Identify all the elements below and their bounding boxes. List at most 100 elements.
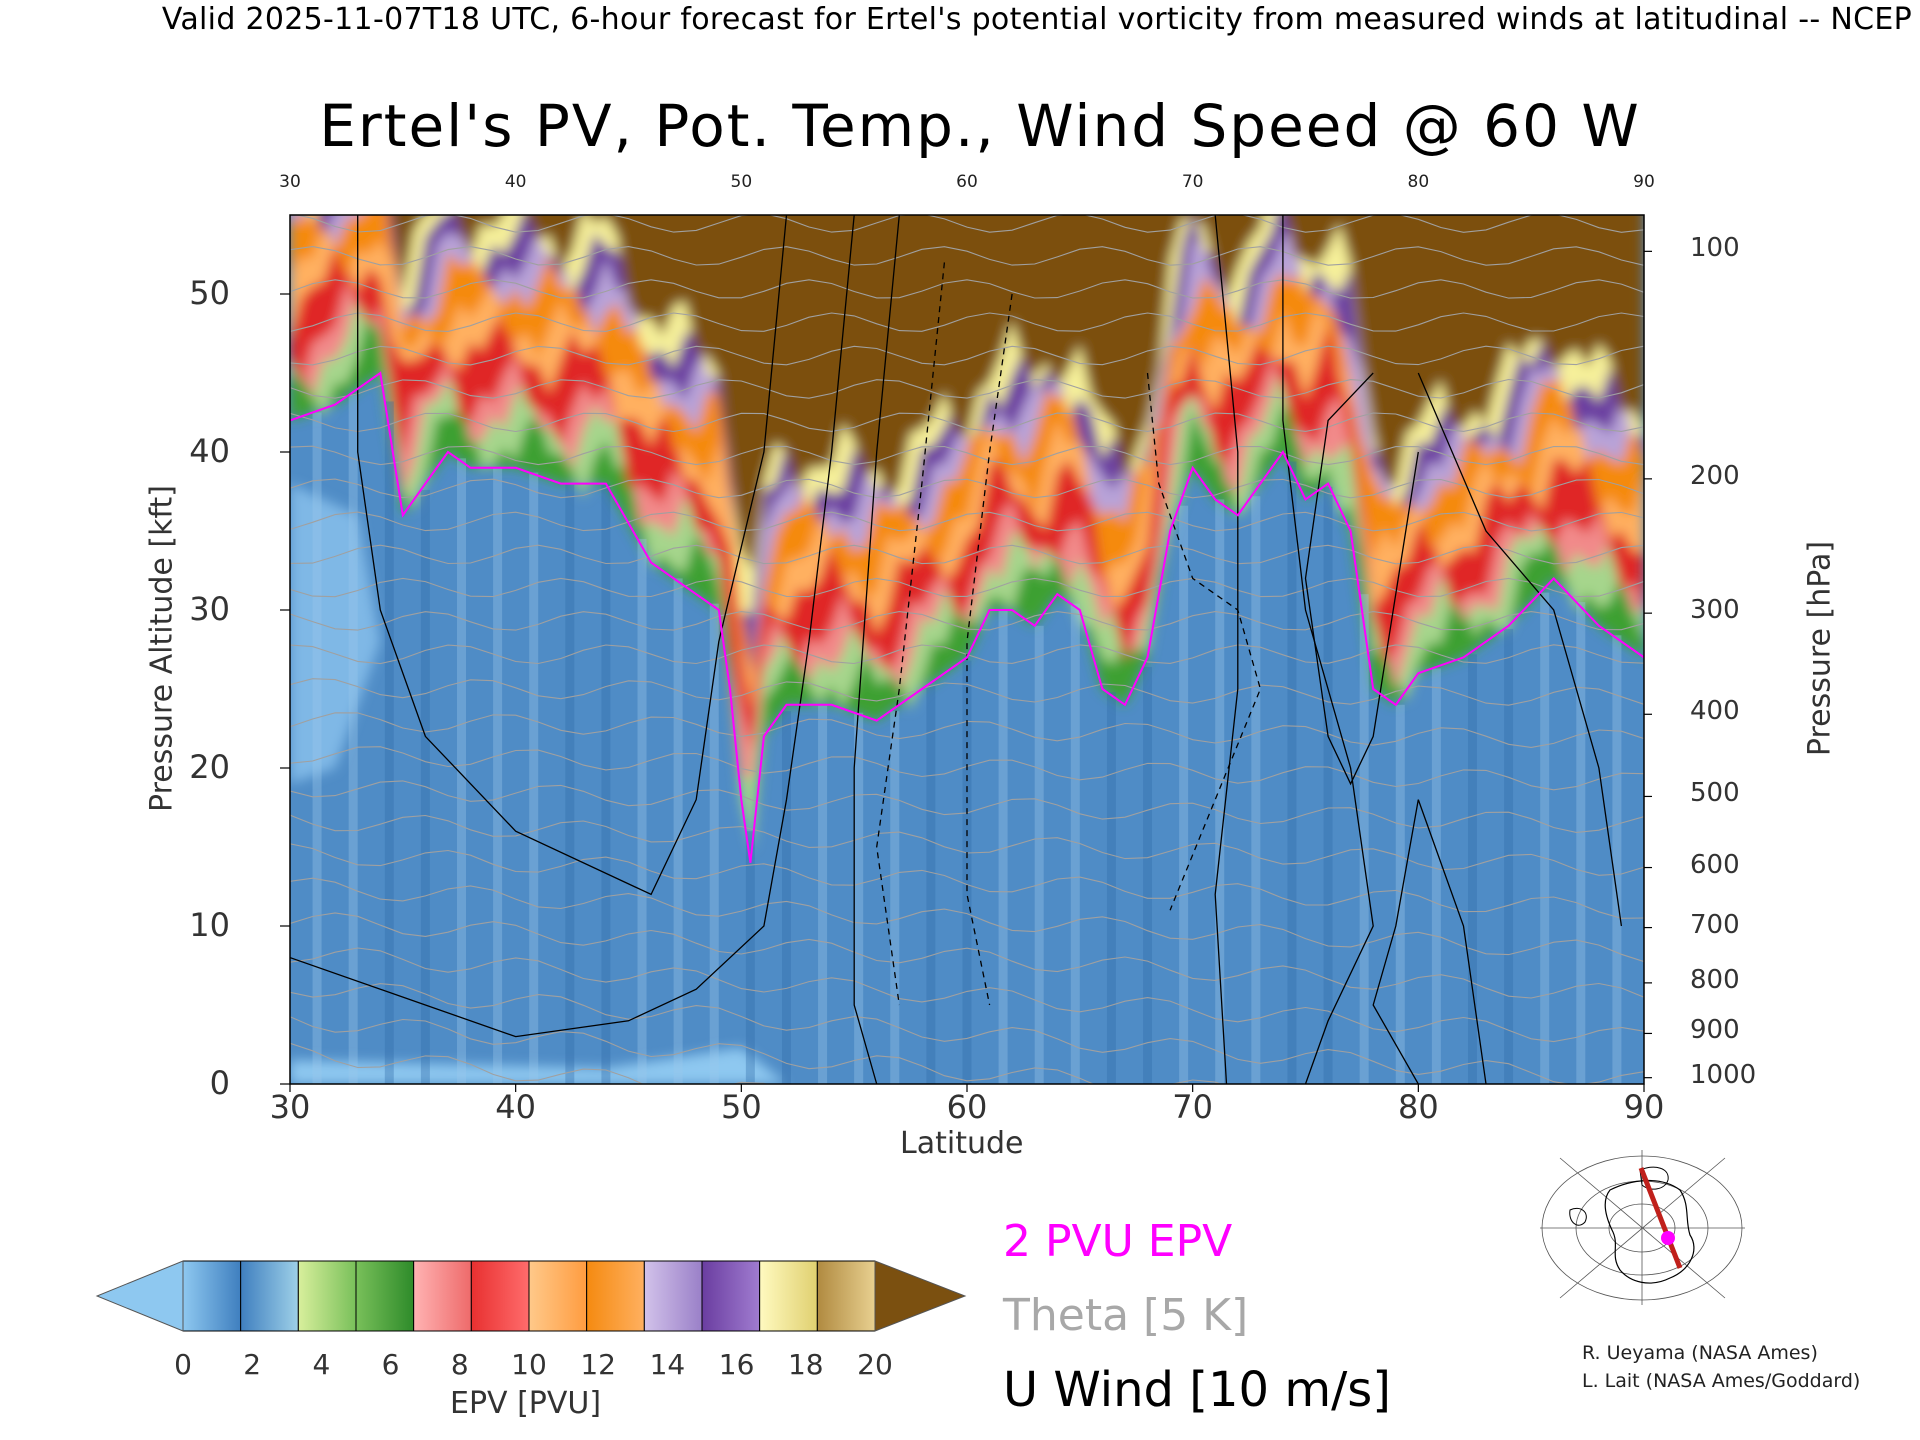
pv-low-patch — [290, 483, 381, 784]
y-tick-label: 50 — [189, 274, 230, 312]
troposphere-stripe — [1251, 496, 1261, 1084]
cross-section-line — [1638, 1167, 1683, 1269]
top-tick-label: 90 — [1633, 172, 1655, 192]
x-tick-label: 80 — [1397, 1088, 1439, 1126]
legend-pvu: 2 PVU EPV — [1003, 1216, 1233, 1267]
pv-low-surface — [290, 1047, 787, 1084]
u-wind-contour — [1304, 372, 1419, 786]
troposphere-stripe — [637, 538, 647, 1084]
troposphere-stripe — [890, 711, 900, 1084]
theta-isentrope — [290, 345, 1644, 366]
y-tick-label: 40 — [189, 432, 230, 470]
x-tick-label: 30 — [269, 1088, 311, 1126]
troposphere-stripe — [601, 483, 611, 1084]
pv-band-6 — [290, 215, 1644, 668]
colorbar-segment — [355, 1260, 415, 1332]
troposphere-stripe — [745, 831, 755, 1084]
troposphere-stripe — [1612, 635, 1622, 1084]
y-tick-label: 0 — [209, 1064, 230, 1102]
troposphere-stripe — [962, 660, 972, 1084]
plot-region — [290, 215, 1644, 1084]
right-tick-label: 400 — [1690, 696, 1740, 727]
u-wind-contour — [853, 215, 900, 1084]
troposphere-stripe — [529, 472, 539, 1084]
troposphere-stripe — [926, 685, 936, 1084]
y-tick-label: 30 — [189, 590, 230, 628]
x-tick-label: 40 — [495, 1088, 537, 1126]
right-tick-label: 300 — [1690, 595, 1740, 626]
theta-isentrope — [290, 544, 1644, 565]
map-coastline — [1569, 1207, 1587, 1226]
troposphere-stripe — [1143, 666, 1153, 1084]
theta-isentrope — [290, 983, 1644, 1084]
theta-isentrope — [290, 445, 1644, 466]
troposphere-stripe — [384, 401, 394, 1084]
colorbar-tick-label: 2 — [243, 1348, 262, 1381]
x-tick-label: 50 — [720, 1088, 762, 1126]
troposphere-stripe — [1467, 654, 1477, 1084]
colorbar-segment — [586, 1260, 645, 1332]
right-tick-label: 900 — [1690, 1015, 1740, 1046]
theta-isentrope — [290, 843, 1644, 919]
theta-isentrope — [290, 312, 1644, 333]
u-wind-contour — [1372, 799, 1419, 1084]
troposphere-stripe — [781, 711, 791, 1084]
colorbar-low-arrow — [95, 1260, 184, 1332]
right-tick-label: 600 — [1690, 849, 1740, 880]
inset-map — [1540, 1150, 1745, 1305]
theta-isentrope — [290, 877, 1644, 963]
colorbar-high-arrow — [874, 1260, 967, 1332]
header-text: Valid 2025-11-07T18 UTC, 6-hour forecast… — [161, 2, 1912, 37]
colorbar-tick-label: 0 — [174, 1348, 192, 1381]
theta-isentrope — [290, 478, 1644, 499]
right-tick-label: 800 — [1690, 964, 1740, 995]
colorbar-segment — [643, 1260, 703, 1332]
theta-isentrope — [290, 279, 1644, 299]
colorbar-tick-label: 14 — [649, 1348, 686, 1381]
colorbar — [95, 1260, 967, 1332]
troposphere-stripe — [1395, 704, 1405, 1084]
y-tick-label: 10 — [189, 906, 230, 944]
map-coastline — [1604, 1179, 1695, 1284]
colorbar-segment — [701, 1260, 761, 1332]
right-tick-label: 1000 — [1690, 1059, 1757, 1090]
legend-u-wind: U Wind [10 m/s] — [1003, 1362, 1392, 1418]
troposphere-stripe — [1359, 594, 1369, 1084]
colorbar-tick-label: 12 — [580, 1348, 616, 1381]
top-tick-label: 80 — [1407, 172, 1430, 192]
colorbar-segment — [413, 1260, 472, 1332]
troposphere-stripe — [1106, 692, 1116, 1084]
top-tick-label: 30 — [279, 172, 301, 192]
theta-isentrope — [290, 1016, 1222, 1084]
u-wind-contour — [357, 215, 788, 896]
u-wind-contour — [966, 293, 1013, 1006]
troposphere-stripe — [998, 610, 1008, 1084]
y-axis-label-right: Pressure [hPa] — [1802, 540, 1838, 757]
x-axis-label: Latitude — [900, 1126, 1024, 1161]
colorbar-segment — [182, 1260, 242, 1332]
top-tick-label: 40 — [504, 172, 527, 192]
troposphere-stripe — [1215, 499, 1225, 1084]
troposphere-stripe — [1179, 505, 1189, 1084]
colorbar-tick-label: 16 — [718, 1348, 755, 1381]
colorbar-segment — [816, 1260, 876, 1332]
right-tick-label: 500 — [1690, 778, 1740, 809]
troposphere-stripe — [348, 395, 358, 1084]
troposphere-stripe — [1070, 603, 1080, 1084]
troposphere-stripe — [493, 467, 503, 1084]
x-tick-label: 90 — [1623, 1088, 1665, 1126]
credit-line-2: L. Lait (NASA Ames/Goddard) — [1582, 1370, 1861, 1392]
u-wind-contour — [876, 262, 946, 1006]
theta-isentrope — [290, 378, 1644, 399]
right-tick-label: 700 — [1690, 909, 1740, 940]
u-wind-contour — [1214, 215, 1239, 1084]
theta-isentrope — [290, 511, 1644, 532]
troposphere-stripe — [854, 712, 864, 1084]
troposphere-stripe — [312, 412, 322, 1084]
map-meridian — [1559, 1157, 1726, 1299]
troposphere-stripe — [1287, 461, 1297, 1084]
colorbar-tick-label: 4 — [312, 1348, 331, 1381]
troposphere-stripe — [456, 458, 466, 1084]
pvu-2-contour — [290, 371, 1644, 863]
